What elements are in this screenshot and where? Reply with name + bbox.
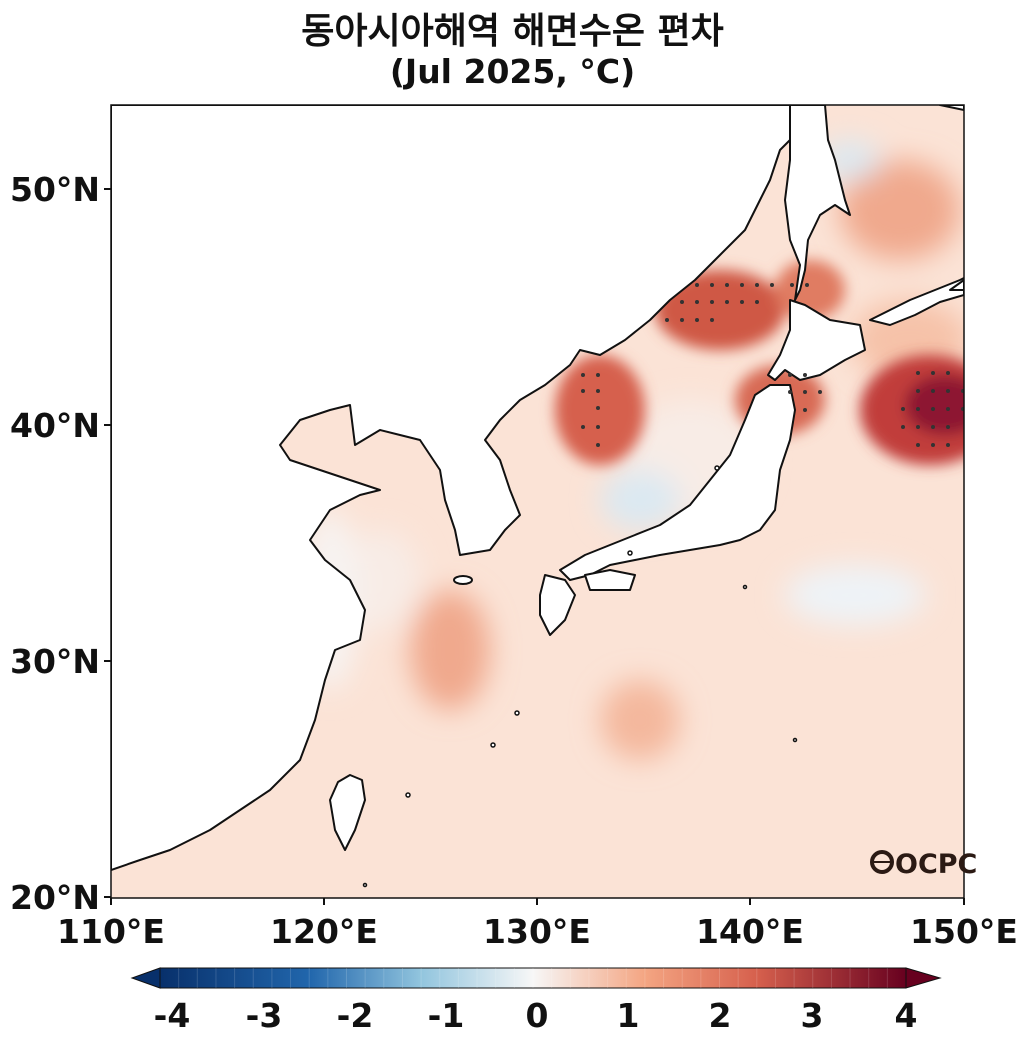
colorbar	[130, 967, 942, 989]
lon-label-140e: 140°E	[696, 912, 804, 951]
lon-label-130e: 130°E	[483, 912, 591, 951]
lat-label-30n: 30°N	[10, 642, 101, 681]
colorbar-label-0: 0	[525, 996, 549, 1035]
anomaly-field	[111, 105, 964, 898]
lat-label-20n: 20°N	[10, 878, 101, 917]
ocpc-logo: OCPC	[870, 849, 977, 880]
logo-text: OCPC	[895, 849, 977, 880]
lat-label-50n: 50°N	[10, 170, 101, 209]
land-masses	[111, 105, 964, 871]
colorbar-label-neg3: -3	[245, 996, 283, 1035]
colorbar-label-neg2: -2	[336, 996, 374, 1035]
colorbar-label-2: 2	[708, 996, 732, 1035]
colorbar-label-neg1: -1	[427, 996, 465, 1035]
colorbar-min-arrow	[130, 967, 161, 989]
lat-label-40n: 40°N	[10, 406, 101, 445]
colorbar-label-1: 1	[616, 996, 640, 1035]
map-subtitle: (Jul 2025, °C)	[389, 52, 636, 91]
lon-label-150e: 150°E	[910, 912, 1018, 951]
colorbar-label-3: 3	[800, 996, 824, 1035]
colorbar-label-4: 4	[894, 996, 918, 1035]
colorbar-max-arrow	[905, 967, 942, 989]
lon-label-120e: 120°E	[270, 912, 378, 951]
significance-stipple	[581, 283, 964, 447]
map-title: 동아시아해역 해면수온 편차	[301, 11, 724, 52]
lon-label-110e: 110°E	[57, 912, 165, 951]
colorbar-label-neg4: -4	[153, 996, 191, 1035]
